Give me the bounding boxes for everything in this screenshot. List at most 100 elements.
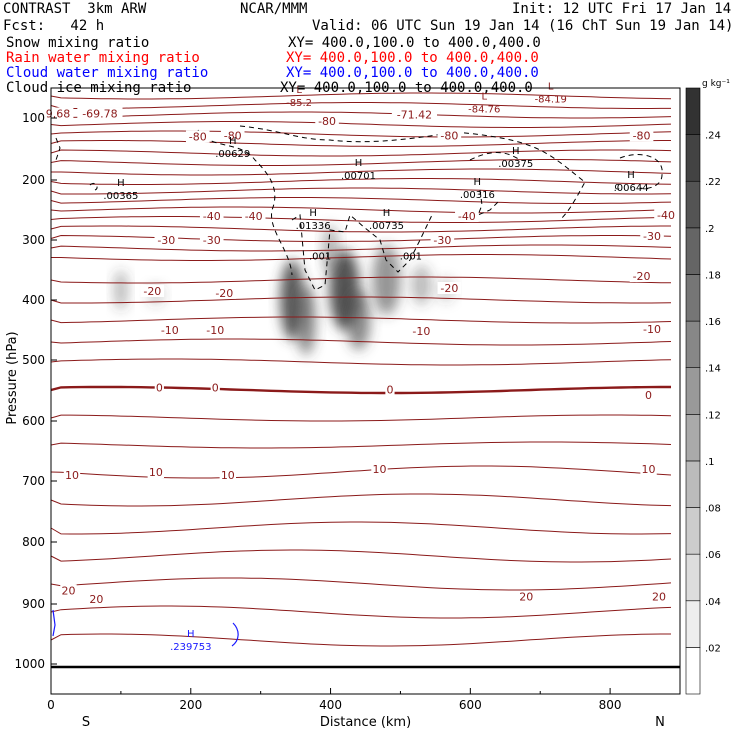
- colorbar-tick-label: .08: [705, 504, 721, 515]
- temperature-label: -80: [440, 129, 458, 142]
- cloud-ice-contour: [197, 129, 293, 276]
- label-knockout: [88, 593, 105, 606]
- isotherm: [50, 216, 672, 223]
- isotherm: [50, 493, 672, 507]
- low-marker: L: [482, 92, 488, 103]
- temperature-label: -80: [633, 129, 651, 142]
- extremum-value: .00629: [215, 149, 250, 160]
- temperature-label: -30: [433, 234, 451, 247]
- y-tick-label: 600: [22, 414, 45, 428]
- label-knockout: [63, 469, 81, 481]
- isotherm: [50, 197, 672, 204]
- label-knockout: [210, 381, 220, 394]
- label-knockout: [385, 383, 395, 396]
- plot-frame: [50, 87, 681, 695]
- temperature-label: -10: [643, 323, 661, 336]
- high-marker: H: [627, 170, 635, 181]
- temperature-label: 10: [65, 469, 79, 482]
- temperature-label: -30: [157, 234, 175, 247]
- extremum-value: -84.76: [468, 105, 500, 116]
- label-knockout: [60, 584, 77, 597]
- snow-area: [346, 290, 371, 350]
- extremum-value: .00644: [614, 183, 649, 194]
- colorbar-tick-label: .02: [705, 643, 721, 654]
- x-end-label-left: S: [82, 715, 90, 730]
- contour-labels: 9.68 -69.78 -80 -71.42 -80 -80 -80 -80 -40 -40 -40…: [42, 82, 678, 653]
- colorbar-segment: [685, 134, 701, 182]
- temperature-label: -10: [412, 325, 430, 338]
- colorbar-tick-label: .1: [705, 457, 715, 468]
- temperature-label: -30: [203, 234, 221, 247]
- label-knockout: [437, 282, 462, 294]
- temperature-label: 0: [645, 389, 652, 402]
- x-tick-label: 200: [179, 698, 202, 712]
- temperature-label: 10: [642, 463, 656, 476]
- isotherm-zero: [50, 385, 671, 395]
- isotherm: [50, 92, 672, 100]
- y-tick-label: 500: [22, 353, 45, 367]
- label-knockout: [391, 108, 438, 121]
- extremum-value: .01336: [296, 221, 331, 232]
- temperature-label: 0: [156, 381, 163, 394]
- cloud-ice-contour: [619, 154, 663, 189]
- isotherm: [50, 140, 671, 147]
- cloud-water-contour: [231, 622, 239, 647]
- isotherm: [50, 159, 672, 166]
- colorbar-segment: [685, 553, 701, 602]
- colorbar-tick-label: .2: [705, 224, 715, 235]
- label-knockout: [42, 107, 74, 120]
- isotherm: [50, 244, 672, 252]
- temperature-label: 20: [61, 584, 75, 597]
- isotherm: [50, 102, 671, 109]
- low-marker: L: [548, 82, 554, 93]
- y-tick-label: 200: [22, 173, 45, 187]
- label-knockout: [158, 324, 182, 336]
- y-tick-label: 700: [22, 474, 45, 488]
- field-rain-xy: XY= 400.0,100.0 to 400.0,400.0: [286, 50, 539, 66]
- isotherm: [50, 605, 672, 619]
- isotherm: [50, 633, 671, 647]
- x-axis-label: Distance (km): [320, 715, 411, 730]
- y-axis-label: Pressure (hPa): [5, 331, 20, 424]
- temperature-label: -40: [245, 210, 263, 223]
- isotherm: [50, 178, 672, 185]
- field-snow-name: Snow mixing ratio: [6, 35, 150, 51]
- extremum-value: .00316: [460, 190, 495, 201]
- isotherm: [50, 441, 672, 449]
- field-cloud-water-name: Cloud water mixing ratio: [6, 65, 209, 81]
- temperature-label: -20: [215, 287, 233, 300]
- colorbar: .02 .04 .06 .08 .1 .12 .14 .16 .18 .2 .22 .24 g kg⁻¹: [685, 79, 730, 695]
- temperature-label: 20: [89, 593, 103, 606]
- colorbar-tick-label: .16: [705, 317, 721, 328]
- contour-label: .001: [309, 252, 331, 263]
- y-tick-label: 400: [22, 293, 45, 307]
- colorbar-tick-label: .12: [705, 410, 721, 421]
- isotherm: [50, 276, 672, 284]
- isotherm: [50, 111, 672, 119]
- x-tick-label: 0: [47, 698, 55, 712]
- label-knockout: [220, 129, 245, 142]
- label-knockout: [437, 129, 462, 142]
- temperature-label: -80: [224, 129, 242, 142]
- extremum-value: -85.2: [286, 98, 312, 109]
- extremum-value: .00701: [341, 171, 376, 182]
- colorbar-segment: [685, 507, 701, 555]
- temperature-label: -40: [458, 210, 476, 223]
- cloud-ice-contour: [477, 189, 501, 216]
- label-knockout: [199, 210, 224, 222]
- temperature-label: -69.78: [82, 108, 117, 121]
- forecast-hour: Fcst: 42 h: [3, 18, 105, 34]
- colorbar-segment: [685, 414, 701, 462]
- label-knockout: [241, 210, 266, 222]
- cloud-water-contour: [52, 609, 56, 637]
- colorbar-tick-label: .24: [705, 131, 721, 142]
- low-marker: L: [296, 85, 302, 96]
- label-knockout: [203, 324, 228, 336]
- temperature-label: -80: [189, 131, 207, 144]
- contour-label: c: [614, 181, 620, 192]
- label-knockout: [455, 210, 479, 222]
- temperature-label: 20: [519, 591, 533, 604]
- label-knockout: [77, 107, 123, 120]
- isotherm: [50, 296, 672, 304]
